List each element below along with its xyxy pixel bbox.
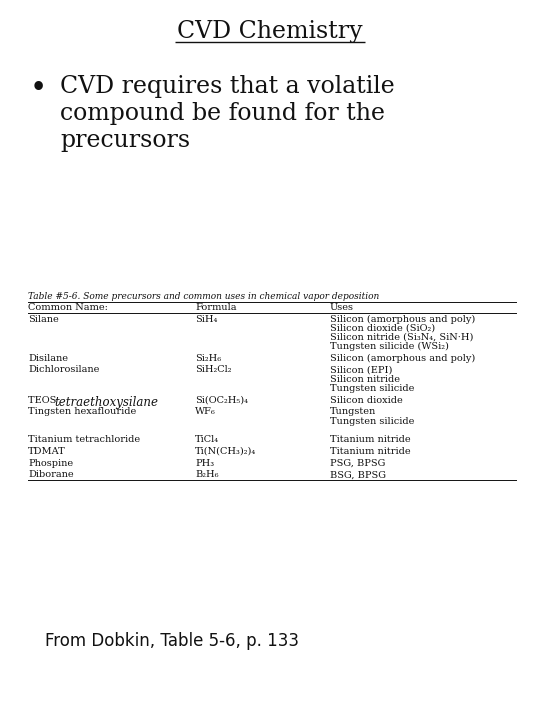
Text: Si(OC₂H₅)₄: Si(OC₂H₅)₄ — [195, 395, 248, 405]
Text: Common Name:: Common Name: — [28, 303, 108, 312]
Text: Titanium tetrachloride: Titanium tetrachloride — [28, 435, 140, 444]
Text: Tingsten hexaflouride: Tingsten hexaflouride — [28, 408, 136, 416]
Text: •: • — [30, 75, 48, 103]
Text: Tungsten silicide: Tungsten silicide — [330, 416, 414, 426]
Text: CVD requires that a volatile: CVD requires that a volatile — [60, 75, 395, 98]
Text: PSG, BPSG: PSG, BPSG — [330, 459, 386, 467]
Text: Titanium nitride: Titanium nitride — [330, 447, 410, 456]
Text: TDMAT: TDMAT — [28, 447, 66, 456]
Text: Tungsten silicide: Tungsten silicide — [330, 384, 414, 393]
Text: Diborane: Diborane — [28, 470, 73, 480]
Text: PH₃: PH₃ — [195, 459, 214, 467]
Text: Table #5-6. Some precursors and common uses in chemical vapor deposition: Table #5-6. Some precursors and common u… — [28, 292, 379, 301]
Text: tetraethoxysilane: tetraethoxysilane — [54, 395, 158, 409]
Text: compound be found for the: compound be found for the — [60, 102, 385, 125]
Text: SiH₂Cl₂: SiH₂Cl₂ — [195, 366, 232, 374]
Text: B₂H₆: B₂H₆ — [195, 470, 219, 480]
Text: Formula: Formula — [195, 303, 237, 312]
Text: Silicon (amorphous and poly): Silicon (amorphous and poly) — [330, 315, 475, 323]
Text: Silicon (EPI): Silicon (EPI) — [330, 366, 393, 374]
Text: Silicon dioxide: Silicon dioxide — [330, 395, 403, 405]
Text: Phospine: Phospine — [28, 459, 73, 467]
Text: precursors: precursors — [60, 129, 190, 152]
Text: TiCl₄: TiCl₄ — [195, 435, 219, 444]
Text: Silane: Silane — [28, 315, 59, 323]
Text: Uses: Uses — [330, 303, 354, 312]
Text: WF₆: WF₆ — [195, 408, 216, 416]
Text: Silicon nitride (Si₃N₄, SiN·H): Silicon nitride (Si₃N₄, SiN·H) — [330, 333, 474, 342]
Text: CVD Chemistry: CVD Chemistry — [177, 20, 363, 43]
Text: TEOS: TEOS — [28, 395, 59, 405]
Text: Silicon dioxide (SiO₂): Silicon dioxide (SiO₂) — [330, 324, 435, 333]
Text: Dichlorosilane: Dichlorosilane — [28, 366, 99, 374]
Text: SiH₄: SiH₄ — [195, 315, 218, 323]
Text: Tungsten silicide (WSi₂): Tungsten silicide (WSi₂) — [330, 342, 449, 351]
Text: Si₂H₆: Si₂H₆ — [195, 354, 221, 363]
Text: Silicon nitride: Silicon nitride — [330, 374, 400, 384]
Text: BSG, BPSG: BSG, BPSG — [330, 470, 386, 480]
Text: Disilane: Disilane — [28, 354, 68, 363]
Text: Ti(N(CH₃)₂)₄: Ti(N(CH₃)₂)₄ — [195, 447, 256, 456]
Text: Titanium nitride: Titanium nitride — [330, 435, 410, 444]
Text: Silicon (amorphous and poly): Silicon (amorphous and poly) — [330, 354, 475, 363]
Text: Tungsten: Tungsten — [330, 408, 376, 416]
Text: From Dobkin, Table 5-6, p. 133: From Dobkin, Table 5-6, p. 133 — [45, 632, 299, 650]
